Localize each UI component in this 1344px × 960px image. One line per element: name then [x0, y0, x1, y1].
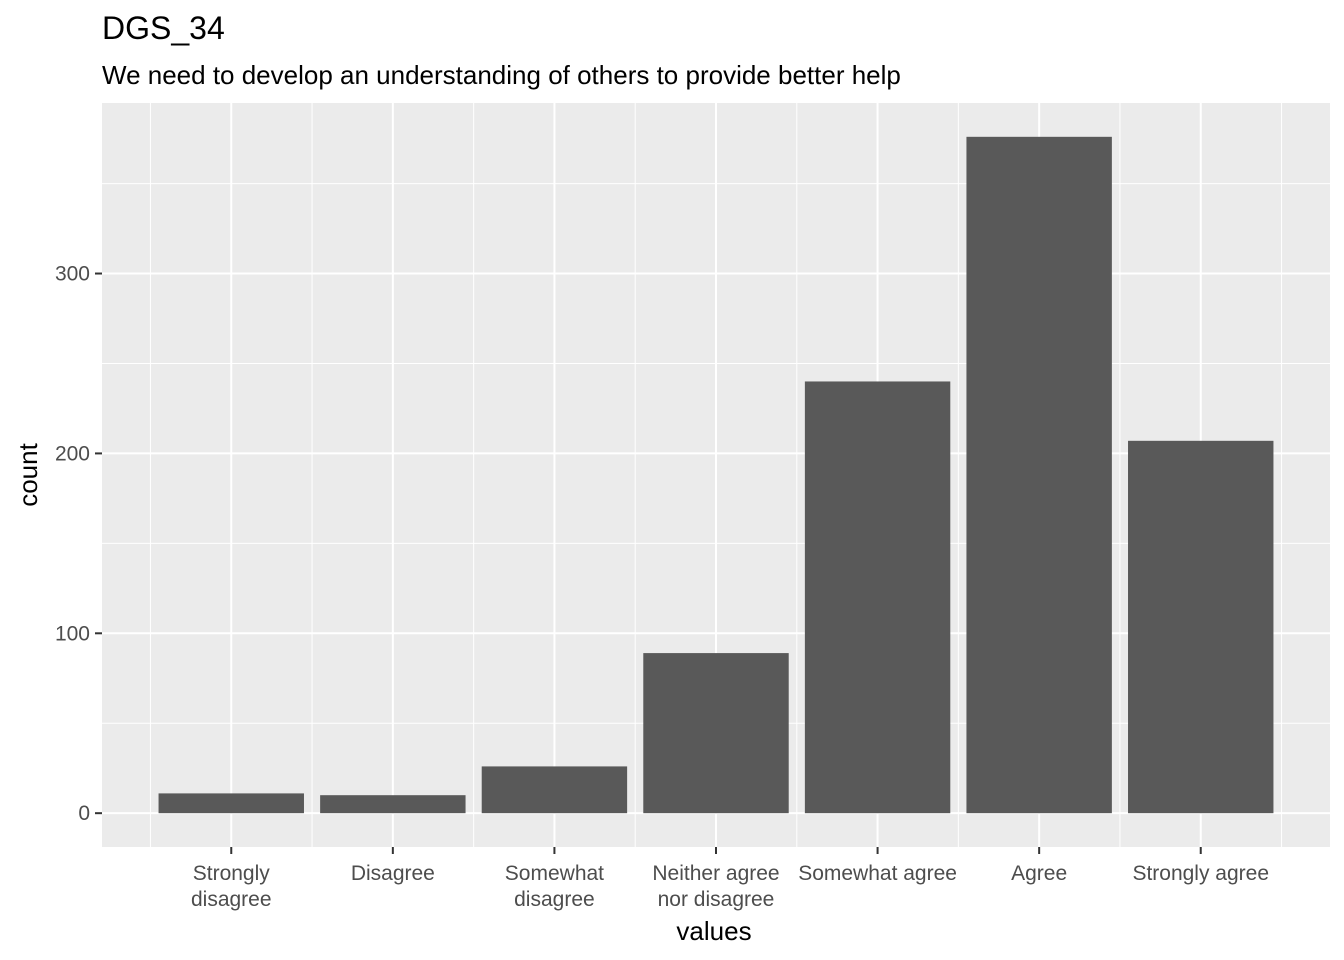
x-tick-label: Strongly agree: [1132, 862, 1269, 885]
bars-group: [158, 136, 1274, 814]
y-tick-label: 200: [55, 442, 90, 465]
x-tick-label: Neither agree nor disagree: [652, 862, 779, 911]
x-axis: Strongly disagree Disagree Somewhat disagree…: [191, 847, 1269, 911]
y-tick-label: 0: [78, 802, 90, 825]
bar: [966, 136, 1112, 814]
x-tick-label: Disagree: [351, 862, 435, 885]
bar: [481, 766, 628, 814]
y-tick-label: 300: [55, 263, 90, 286]
y-axis: 0 100 200 300: [55, 263, 102, 825]
x-tick-label: Somewhat agree: [798, 862, 957, 885]
bar: [158, 793, 304, 814]
bar: [1128, 440, 1274, 814]
x-tick-label: Agree: [1011, 862, 1067, 885]
x-axis-title: values: [676, 916, 751, 946]
chart-title: DGS_34: [102, 10, 225, 46]
chart-subtitle: We need to develop an understanding of o…: [102, 60, 901, 90]
bar: [643, 653, 789, 814]
y-tick-label: 100: [55, 622, 90, 645]
bar: [320, 795, 466, 814]
x-tick-label: Somewhat disagree: [505, 862, 604, 911]
x-tick-label: Strongly disagree: [191, 862, 272, 911]
bar: [804, 381, 951, 814]
y-axis-title: count: [13, 442, 43, 506]
